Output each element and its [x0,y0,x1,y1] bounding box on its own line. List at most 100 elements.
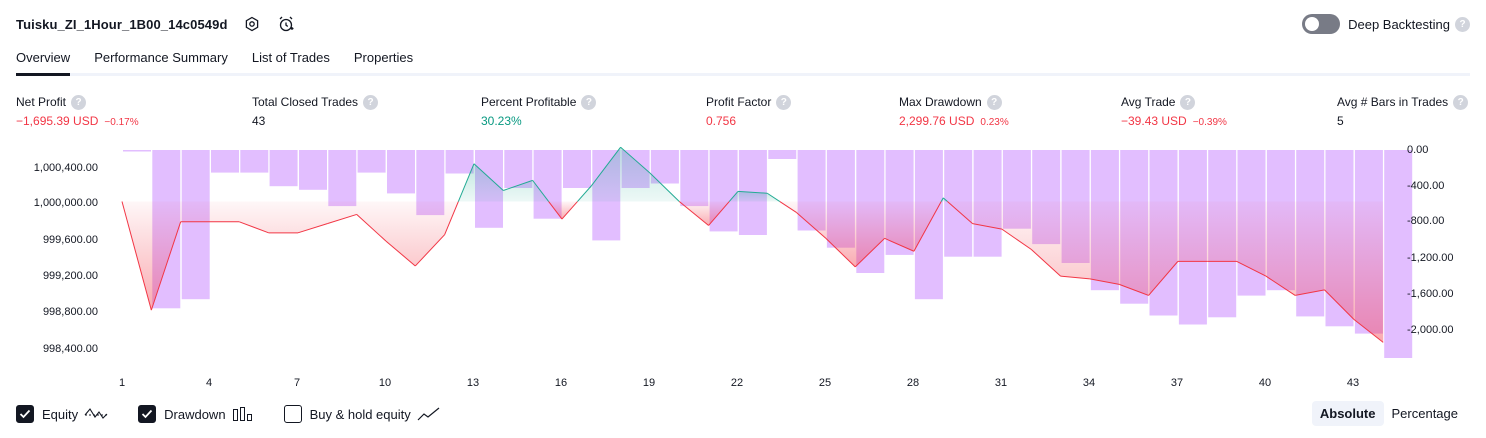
help-icon[interactable]: ? [1180,94,1196,110]
drawdown-bar [181,150,210,300]
equity-line-segment [1148,261,1179,296]
metric-value: −39.43 USD [1121,114,1187,128]
metric-avg-trade: Avg Trade? −39.43 USD −0.39% [1121,94,1227,128]
right-axis-label: -800.00 [1407,215,1445,227]
metric-value: −1,695.39 USD [16,114,99,128]
equity-line-segment [649,172,680,202]
metric-value: 5 [1337,114,1344,128]
equity-loss-area [947,201,1384,343]
equity-line-segment [239,221,269,234]
metric-value: 0.756 [706,114,737,128]
equity-gain-area [458,163,549,202]
help-icon[interactable]: ? [1455,16,1470,32]
drawdown-bar [328,150,357,207]
drawdown-bar [1384,150,1413,358]
x-axis-label: 43 [1346,377,1360,389]
equity-line-segment [1060,275,1090,280]
equity-line-segment [1353,318,1384,343]
equity-line-segment [1265,275,1296,296]
drawdown-bar [123,150,151,152]
x-axis-label: 19 [642,377,656,389]
metric-percent-profitable: Percent Profitable? 30.23% [481,94,597,128]
drawdown-bar [680,150,709,207]
drawdown-bar [445,150,474,174]
equity-line-segment [884,237,915,252]
metric-label: Profit Factor [706,95,772,109]
metric-value: 43 [252,114,266,128]
help-icon[interactable]: ? [71,94,87,110]
equity-line-segment [1089,278,1120,285]
drawdown-bar [269,150,298,187]
equity-line-segment [444,201,459,235]
equity-line-segment [503,179,533,191]
equity-line-segment [1295,289,1325,296]
equity-line-segment [942,197,948,202]
metric-profit-factor: Profit Factor? 0.756 [706,94,792,128]
drawdown-bars-icon [232,406,254,422]
tab-list-of-trades[interactable]: List of Trades [251,50,330,65]
help-icon[interactable]: ? [363,94,379,110]
x-axis-label: 1 [118,377,126,389]
left-axis-label: 1,000,000.00 [33,197,98,209]
legend-equity[interactable]: Equity [16,405,108,423]
deep-backtesting-control: Deep Backtesting ? [1302,12,1470,36]
equity-line-segment [561,201,578,220]
metric-label: Avg # Bars in Trades [1337,95,1449,109]
legend-drawdown[interactable]: Drawdown [138,405,253,423]
mode-absolute-button[interactable]: Absolute [1311,401,1384,426]
x-axis-label: 28 [906,377,920,389]
metric-net-profit: Net Profit? −1,695.39 USD −0.17% [16,94,139,128]
equity-checkbox[interactable] [16,405,34,423]
metric-percent: −0.17% [104,117,139,128]
metric-label: Percent Profitable [481,95,577,109]
equity-line-segment [825,237,856,268]
equity-line-segment [737,190,768,194]
add-alert-clock-icon[interactable] [276,14,296,34]
equity-line-segment [577,185,592,202]
strategy-header: Tuisku_ZI_1Hour_1B00_14c0549d [16,12,296,36]
metric-avg-bars-in-trades: Avg # Bars in Trades? 5 [1337,94,1469,128]
equity-line-icon [84,406,108,422]
metric-value: 2,299.76 USD [899,114,975,128]
drawdown-checkbox[interactable] [138,405,157,423]
right-axis-label: -2,000.00 [1407,324,1454,336]
equity-line-segment [1030,249,1061,277]
drawdown-bar [563,150,591,188]
equity-line-segment [457,163,475,202]
x-axis-label: 13 [466,377,480,389]
buy-hold-checkbox[interactable] [283,405,302,423]
settings-gear-icon[interactable] [242,14,262,34]
equity-line-segment [548,201,563,220]
metric-max-drawdown: Max Drawdown? 2,299.76 USD 0.23% [899,94,1009,128]
metric-label: Max Drawdown [899,95,982,109]
x-axis-label: 7 [293,377,301,389]
equity-line-segment [1236,260,1267,277]
strategy-title: Tuisku_ZI_1Hour_1B00_14c0549d [16,16,228,32]
help-icon[interactable]: ? [776,94,792,110]
help-icon[interactable]: ? [581,94,597,110]
tab-properties[interactable]: Properties [353,50,414,65]
x-axis-label: 4 [205,377,213,389]
tab-performance-summary[interactable]: Performance Summary [94,50,228,65]
legend-label: Drawdown [164,406,226,422]
equity-line-segment [728,191,739,202]
drawdown-bar [387,150,415,194]
help-icon[interactable]: ? [986,94,1002,110]
equity-line-segment [385,240,416,267]
left-axis-label: 999,200.00 [42,270,98,282]
equity-line-segment [940,197,944,202]
mode-percentage-button[interactable]: Percentage [1391,406,1459,421]
x-axis-label: 31 [994,377,1008,389]
right-axis-label: -1,200.00 [1407,252,1454,264]
equity-line-segment [121,201,152,311]
legend-label: Equity [42,406,79,422]
left-axis-label: 998,800.00 [42,306,98,318]
deep-backtesting-toggle[interactable] [1302,14,1341,34]
metric-label: Net Profit [16,95,67,109]
tab-overview[interactable]: Overview [16,46,71,76]
help-icon[interactable]: ? [1453,94,1469,110]
equity-line-segment [796,212,827,239]
equity-line-segment [779,201,797,214]
legend-buy-hold-equity[interactable]: Buy & hold equity [283,405,441,423]
